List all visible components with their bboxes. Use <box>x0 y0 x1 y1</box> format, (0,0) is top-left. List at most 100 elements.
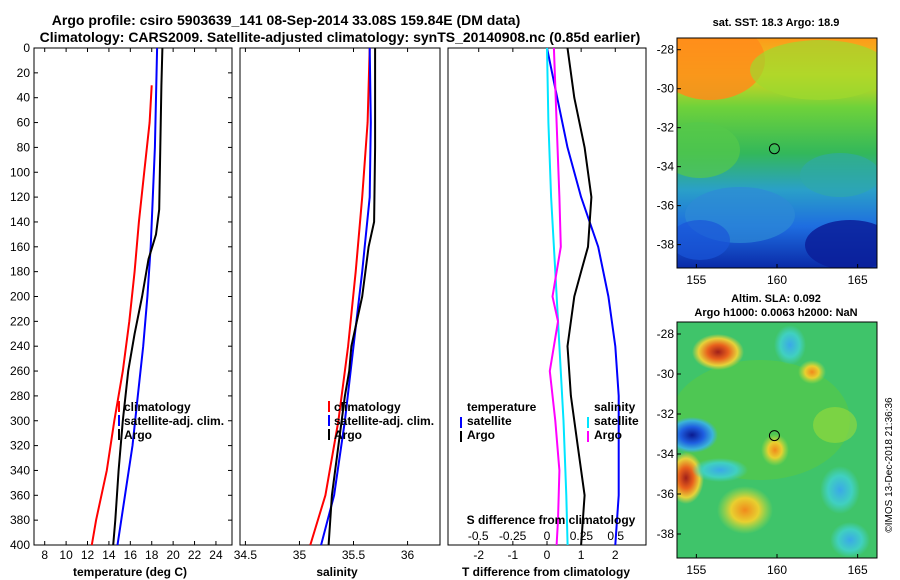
sla-map-panel: Altim. SLA: 0.092 Argo h1000: 0.0063 h20… <box>657 293 878 577</box>
legend-satellite-adj: satellite-adj. clim. <box>124 414 224 428</box>
sla-map-image <box>677 322 877 558</box>
depth-tick-label: 260 <box>10 364 30 378</box>
series-line-climatology <box>90 85 153 546</box>
legend-t-argo: Argo <box>467 428 495 442</box>
map-y-tick-label: -36 <box>657 487 675 501</box>
sst-map-image <box>677 38 877 268</box>
legend-swatch-t-satellite <box>460 417 462 428</box>
depth-tick-label: 200 <box>10 290 30 304</box>
depth-tick-label: 300 <box>10 414 30 428</box>
map-y-tick-label: -28 <box>657 43 675 57</box>
legend-t-satellite: satellite <box>467 414 512 428</box>
legend-satellite-adj: satellite-adj. clim. <box>334 414 434 428</box>
map-y-tick-label: -32 <box>657 121 675 135</box>
map-y-tick-label: -38 <box>657 238 675 252</box>
temperature-panel: 0 20 40 60 80 100 120 140 160 180 200 220 240 260 280 3… <box>10 41 233 579</box>
legend-climatology: climatology <box>334 400 401 414</box>
legend-s-argo: Argo <box>594 428 622 442</box>
series-line-t-argo <box>566 47 593 546</box>
series-line-argo <box>327 48 377 546</box>
s-tick-label: 0 <box>544 529 551 543</box>
x-tick-label: 1 <box>578 548 585 562</box>
salinity-legend: climatology satellite-adj. clim. Argo <box>328 400 434 442</box>
legend-swatch-argo <box>328 429 330 440</box>
x-tick-label: 35 <box>293 548 307 562</box>
legend-swatch-argo <box>118 429 120 440</box>
x-tick-label: 12 <box>81 548 95 562</box>
depth-tick-label: 120 <box>10 190 30 204</box>
map-x-tick-label: 165 <box>848 563 868 577</box>
depth-tick-label: 400 <box>10 538 30 552</box>
depth-axis: 0 20 40 60 80 100 120 140 160 180 200 220 240 260 280 3… <box>10 41 232 552</box>
depth-tick-label: 220 <box>10 314 30 328</box>
map-y-tick-label: -38 <box>657 527 675 541</box>
difference-legend-salinity: salinity satellite Argo <box>587 400 639 442</box>
series-line-satellite-adj-clim- <box>116 47 159 546</box>
x-tick-label: 22 <box>188 548 202 562</box>
depth-tick-label: 380 <box>10 513 30 527</box>
depth-tick-label: 0 <box>23 41 30 55</box>
sst-map-axes: 155 160 165 -28 -30 -32 -34 -36 -38 <box>657 43 868 287</box>
series-line-s-argo <box>548 47 562 546</box>
series-line-argo <box>112 47 164 546</box>
s-tick-label: -0.5 <box>468 529 489 543</box>
x-tick-label: 16 <box>124 548 138 562</box>
series-line-s-satellite <box>546 47 569 546</box>
depth-tick-label: 40 <box>17 91 31 105</box>
depth-tick-label: 280 <box>10 389 30 403</box>
map-y-tick-label: -36 <box>657 199 675 213</box>
x-tick-label: -2 <box>473 548 484 562</box>
argo-location-marker <box>768 143 780 155</box>
salinity-x-axis: 34.5 35 35.5 36 <box>234 48 415 562</box>
imos-watermark: ©IMOS 13-Dec-2018 21:36:36 <box>884 397 895 533</box>
map-y-tick-label: -30 <box>657 82 675 96</box>
depth-tick-label: 320 <box>10 439 30 453</box>
series-line-climatology <box>309 47 371 546</box>
x-tick-label: 2 <box>612 548 619 562</box>
s-difference-x-axis: -0.5 -0.25 0 0.25 0.5 <box>468 529 625 543</box>
x-tick-label: 24 <box>209 548 223 562</box>
legend-salinity-title: salinity <box>594 400 636 414</box>
s-tick-label: -0.25 <box>499 529 527 543</box>
salinity-plot-frame <box>239 47 441 546</box>
depth-tick-label: 60 <box>17 116 31 130</box>
legend-climatology: climatology <box>124 400 191 414</box>
temperature-x-axis: 8 10 12 14 16 18 20 22 24 <box>41 48 223 562</box>
legend-swatch-satellite <box>118 415 120 426</box>
map-x-tick-label: 155 <box>686 273 706 287</box>
depth-tick-label: 100 <box>10 165 30 179</box>
x-tick-label: 36 <box>401 548 415 562</box>
series-line-t-satellite <box>546 47 620 546</box>
legend-swatch-t-argo <box>460 431 462 442</box>
depth-tick-label: 340 <box>10 463 30 477</box>
salinity-panel: 34.5 35 35.5 36 salinity climatology satell… <box>234 47 441 579</box>
temperature-x-label: temperature (deg C) <box>73 565 187 579</box>
depth-tick-label: 240 <box>10 339 30 353</box>
map-y-tick-label: -34 <box>657 160 675 174</box>
x-tick-label: 8 <box>41 548 48 562</box>
sla-map-title-line1: Altim. SLA: 0.092 <box>731 293 821 305</box>
legend-swatch-satellite <box>328 415 330 426</box>
x-tick-label: 18 <box>145 548 159 562</box>
difference-series <box>546 47 620 546</box>
argo-location-marker <box>768 430 780 442</box>
temperature-plot-frame <box>33 47 233 546</box>
depth-tick-label: 360 <box>10 488 30 502</box>
difference-plot-frame <box>447 47 647 546</box>
difference-panel: -2 -1 0 1 2 -0.5 -0.25 0 0.25 0.5 S difference f… <box>447 47 647 579</box>
x-tick-label: 10 <box>59 548 73 562</box>
map-y-tick-label: -34 <box>657 447 675 461</box>
x-tick-label: -1 <box>508 548 519 562</box>
sst-map-title: sat. SST: 18.3 Argo: 18.9 <box>713 17 840 29</box>
map-x-tick-label: 155 <box>686 563 706 577</box>
map-y-tick-label: -30 <box>657 367 675 381</box>
x-tick-label: 20 <box>166 548 180 562</box>
depth-tick-label: 180 <box>10 265 30 279</box>
salinity-series <box>309 47 377 546</box>
legend-s-satellite: satellite <box>594 414 639 428</box>
figure-title-line2: Climatology: CARS2009. Satellite-adjuste… <box>40 29 641 45</box>
figure-title-line1: Argo profile: csiro 5903639_141 08-Sep-2… <box>52 12 520 28</box>
legend-swatch-climatology <box>118 401 120 412</box>
x-tick-label: 35.5 <box>342 548 366 562</box>
